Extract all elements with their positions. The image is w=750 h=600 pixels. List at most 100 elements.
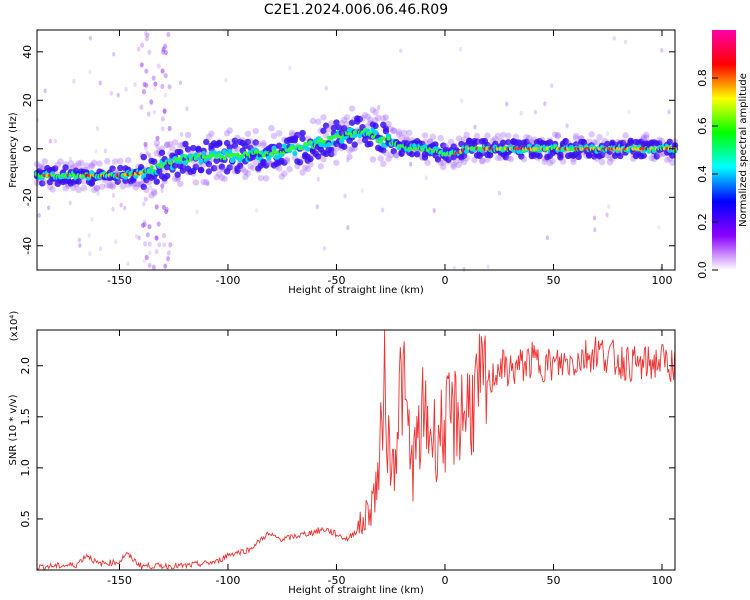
- spectrogram-noise-cell: [164, 208, 169, 215]
- spectrogram-cell: [372, 130, 379, 136]
- spectrogram-noise-cell: [497, 190, 502, 196]
- spectrogram-cell: [380, 147, 387, 154]
- spectrogram-noise-cell: [68, 156, 73, 162]
- spectrogram-cell: [339, 138, 345, 144]
- spectrogram-noise-cell: [133, 82, 137, 87]
- spectrogram-noise-cell: [623, 39, 628, 45]
- spectrogram-cell: [622, 132, 629, 139]
- spectrogram-cell: [216, 139, 223, 147]
- snr-x-tick-label: -100: [215, 574, 240, 587]
- spectrogram-cell: [289, 129, 296, 137]
- snr-y-tick-label: 1.0: [19, 459, 32, 477]
- spectrogram-cell: [213, 164, 220, 171]
- spectrogram-cell: [450, 154, 457, 161]
- spectrogram-cell: [333, 145, 340, 152]
- spectrogram-cell: [234, 145, 241, 153]
- colorbar: 0.0 0.2 0.4 0.6 0.8 Normalized spectral ampl…: [696, 30, 749, 279]
- spectrogram-cell: [153, 139, 160, 147]
- spectrogram-cell: [242, 173, 249, 181]
- spectrogram-noise-cell: [146, 151, 151, 157]
- spectrogram-cell: [395, 131, 403, 138]
- spectrogram-cell: [124, 157, 132, 164]
- spectrogram-cell: [271, 145, 277, 151]
- spectrogram-noise-cell: [154, 235, 159, 241]
- spectrogram-noise-cell: [409, 161, 413, 167]
- spectrogram-cell: [322, 122, 330, 129]
- spectrogram-cell: [266, 155, 272, 161]
- spectrogram-cell: [348, 119, 356, 126]
- spectrogram-cell: [54, 161, 62, 169]
- spectrogram-cell: [210, 165, 218, 172]
- spectrogram-cell: [429, 133, 437, 141]
- spectrogram-cell: [98, 183, 106, 190]
- spectrogram-cell: [75, 186, 82, 194]
- spectrogram-noise-cell: [660, 47, 664, 53]
- spectrogram-cell: [554, 133, 562, 140]
- spectrogram-cell: [109, 165, 116, 172]
- spectrogram-cell: [229, 157, 235, 164]
- spectrogram-noise-cell: [160, 183, 165, 189]
- spectrogram-noise-cell: [288, 65, 292, 71]
- spectrogram-cell: [174, 176, 181, 183]
- spectrogram-cell: [80, 178, 88, 185]
- spectrogram-cell: [386, 136, 391, 141]
- spectrogram-cell: [39, 163, 46, 171]
- spectrogram-noise-cell: [119, 202, 123, 208]
- spectrogram-noise-cell: [462, 266, 466, 272]
- spectrogram-cell: [359, 115, 366, 122]
- spectrogram-noise-cell: [145, 150, 149, 156]
- spectrogram-cell: [39, 180, 46, 187]
- spectrogram-cell: [523, 133, 530, 141]
- chart-title: C2E1.2024.006.06.46.R09: [264, 2, 448, 18]
- spectrogram-cell: [169, 145, 176, 152]
- spectrogram-cell: [395, 128, 403, 136]
- snr-y-label: SNR (10 * v/v): [8, 394, 19, 465]
- spectrogram-cell: [479, 158, 486, 165]
- spectrogram-noise-cell: [47, 205, 51, 211]
- spectrogram-noise-cell: [452, 265, 457, 271]
- spectrogram-noise-cell: [98, 80, 102, 86]
- spectrogram-cell: [421, 132, 429, 139]
- spectrogram-cell: [505, 139, 512, 146]
- spectrogram-cell: [177, 180, 184, 188]
- spectrogram-x-tick-label: -150: [107, 274, 132, 287]
- colorbar-tick-label: 0.0: [696, 261, 709, 279]
- spectrogram-cell: [143, 186, 150, 194]
- spectrogram-noise-cell: [543, 101, 547, 107]
- spectrogram-cell: [352, 132, 358, 139]
- spectrogram-cell: [341, 116, 348, 124]
- spectrogram-cell: [335, 124, 343, 131]
- spectrogram-noise-cell: [545, 235, 549, 241]
- spectrogram-noise-cell: [144, 254, 149, 261]
- spectrogram-cell: [575, 153, 582, 161]
- spectrogram-cell: [122, 177, 129, 184]
- spectrogram-noise-cell: [533, 109, 538, 115]
- spectrogram-noise-cell: [206, 181, 210, 187]
- spectrogram-noise-cell: [163, 73, 168, 79]
- spectrogram-cell: [320, 114, 327, 121]
- spectrogram-cell: [62, 185, 69, 192]
- spectrogram-noise-cell: [53, 138, 58, 144]
- spectrogram-frame: [36, 29, 676, 271]
- spectrogram-cell: [62, 164, 69, 171]
- spectrogram-noise-cell: [144, 36, 149, 42]
- spectrogram-noise-cell: [473, 124, 477, 130]
- spectrogram-noise-cell: [142, 201, 146, 207]
- spectrogram-cell: [378, 139, 383, 144]
- spectrogram-noise-cell: [432, 208, 436, 213]
- spectrogram-cell: [554, 131, 562, 139]
- snr-y-ticks: 0.5 1.0 1.5 2.0: [19, 357, 675, 528]
- spectrogram-cell: [505, 154, 512, 162]
- spectrogram-cell: [346, 147, 353, 154]
- spectrogram-cell: [117, 157, 124, 165]
- spectrogram-cell: [588, 131, 595, 138]
- spectrogram-noise-cell: [109, 90, 113, 96]
- snr-x-tick-label: 50: [546, 574, 560, 587]
- spectrogram-cell: [390, 147, 397, 155]
- spectrogram-cell: [213, 174, 220, 181]
- spectrogram-cell: [447, 138, 455, 146]
- spectrogram-cell: [328, 150, 335, 158]
- spectrogram-noise-cell: [360, 188, 364, 194]
- spectrogram-cell: [606, 154, 614, 161]
- spectrogram-noise-cell: [166, 256, 171, 262]
